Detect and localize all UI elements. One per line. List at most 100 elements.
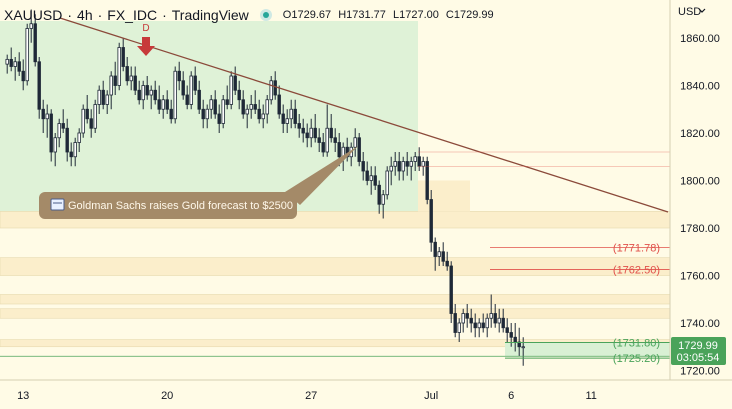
candle-body: [489, 313, 493, 319]
price-tick-label: 1760.00: [680, 271, 720, 283]
candle-body: [73, 142, 77, 158]
time-tick-label: 27: [305, 390, 317, 402]
level-label: (1771.78): [613, 243, 660, 255]
price-tick-label: 1720.00: [680, 366, 720, 378]
newspaper-icon: [50, 198, 65, 211]
candle-body: [317, 137, 321, 143]
candle-body: [473, 322, 477, 329]
candle-body: [81, 108, 85, 134]
candle-body: [221, 99, 225, 124]
price-label-countdown: 03:05:54: [677, 352, 720, 364]
level-lines: (1771.78) (1762.50) (1731.80) (1725.20): [0, 151, 670, 365]
candle-body: [441, 251, 445, 262]
support-band: [0, 308, 671, 319]
candle-body: [169, 108, 173, 120]
candle-body: [193, 75, 197, 91]
candle-body: [153, 89, 157, 101]
candle-body: [45, 113, 49, 120]
candle-body: [481, 322, 485, 329]
candle-body: [9, 58, 13, 67]
candle-body: [301, 127, 305, 134]
low-value: 1727.00: [399, 9, 439, 21]
candle-body: [33, 23, 37, 63]
candle-body: [265, 99, 269, 115]
level-label: (1725.20): [613, 353, 660, 365]
candle-body: [369, 175, 373, 181]
exchange-label: FX_IDC: [107, 7, 158, 23]
market-status-icon: [262, 12, 269, 18]
candle-body: [405, 161, 409, 167]
candle-body: [249, 104, 253, 110]
candle-body: [229, 75, 233, 105]
time-tick-label: 20: [161, 390, 173, 402]
candle-body: [5, 58, 9, 65]
candle-body: [437, 251, 441, 257]
candle-body: [97, 89, 101, 105]
candle-body: [145, 85, 149, 96]
news-annotation[interactable]: Goldman Sachs raises Gold forecast to $2…: [39, 146, 358, 219]
level-label: (1731.80): [613, 337, 660, 349]
candle-body: [457, 322, 461, 333]
candle-body: [365, 170, 369, 181]
candle-body: [453, 313, 457, 333]
candle-body: [361, 161, 365, 172]
platform-label: TradingView: [171, 7, 249, 23]
candle-body: [505, 327, 509, 333]
news-range-zone: [0, 21, 418, 213]
candle-body: [485, 317, 489, 329]
candle-body: [61, 123, 65, 129]
candle-body: [37, 61, 41, 110]
dividend-marker[interactable]: D: [137, 23, 155, 56]
time-axis[interactable]: 13 20 27 Jul 6 11: [17, 390, 597, 402]
candle-body: [217, 113, 221, 124]
level-label: (1762.50): [613, 265, 660, 277]
candle-body: [285, 118, 289, 124]
ohlc-readout: O1729.67 H1731.77 L1727.00 C1729.99: [283, 9, 494, 21]
candle-body: [497, 317, 501, 324]
candle-body: [133, 75, 137, 91]
candle-body: [389, 165, 393, 172]
target-zone: [505, 342, 670, 357]
candle-body: [461, 313, 465, 324]
candle-body: [493, 313, 497, 324]
price-tick-label: 1780.00: [680, 223, 720, 235]
candle-body: [445, 260, 449, 267]
price-axis[interactable]: 1720.00 1740.00 1760.00 1780.00 1800.00 1820.…: [680, 33, 720, 378]
candle-body: [313, 127, 317, 139]
currency-label: USD: [678, 6, 701, 18]
candle-body: [29, 23, 33, 29]
time-tick-label: 11: [585, 390, 596, 402]
currency-button[interactable]: USD: [678, 6, 706, 18]
candle-body: [149, 89, 153, 96]
candle-body: [53, 137, 57, 153]
candle-body: [417, 156, 421, 167]
candle-body: [501, 317, 505, 329]
time-tick-label: 6: [508, 390, 514, 402]
candle-body: [425, 161, 429, 200]
candle-body: [165, 99, 169, 110]
candle-body: [377, 184, 381, 205]
candle-body: [325, 127, 329, 153]
candles: [5, 9, 525, 366]
interval-label[interactable]: 4h: [77, 7, 93, 23]
trendline[interactable]: [59, 17, 669, 213]
price-tick-label: 1740.00: [680, 318, 720, 330]
candle-body: [409, 161, 413, 167]
candle-body: [357, 137, 361, 162]
price-tick-label: 1860.00: [680, 33, 720, 45]
candle-body: [269, 80, 273, 101]
candle-body: [77, 132, 81, 143]
annotation-text: Goldman Sachs raises Gold forecast to $2…: [68, 200, 293, 212]
candle-body: [125, 66, 129, 82]
close-value: 1729.99: [453, 9, 494, 21]
candle-body: [509, 332, 513, 338]
candle-body: [337, 142, 341, 158]
chevron-down-icon: [698, 8, 706, 13]
candle-body: [241, 99, 245, 115]
candle-body: [69, 151, 73, 158]
candle-body: [309, 127, 313, 139]
price-label-value: 1729.99: [678, 340, 718, 352]
symbol-name[interactable]: XAUUSD: [4, 7, 63, 23]
candle-body: [89, 118, 93, 129]
